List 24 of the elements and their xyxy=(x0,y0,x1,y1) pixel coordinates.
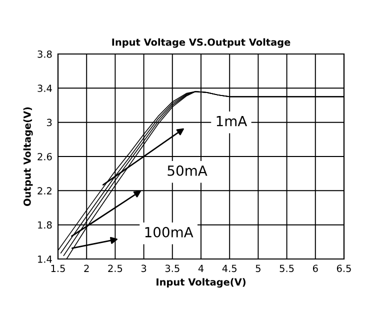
x-tick-label: 2 xyxy=(84,264,89,272)
x-tick-label: 3 xyxy=(141,264,146,272)
x-tick-label: 6 xyxy=(312,264,318,272)
x-tick-label: 3.5 xyxy=(165,264,180,272)
y-axis-title: Output Voltage(V) xyxy=(23,107,33,206)
y-tick-label: 3.4 xyxy=(38,84,52,92)
x-tick-label: 6.5 xyxy=(336,264,351,272)
annotation: 1mA xyxy=(216,116,248,126)
x-tick-label: 2.5 xyxy=(108,264,122,272)
chart-title: Input Voltage VS.Output Voltage xyxy=(112,38,290,48)
annotation: 50mA xyxy=(168,165,208,176)
x-tick-label: 4.5 xyxy=(222,264,236,272)
y-tick-label: 2.6 xyxy=(38,152,52,160)
x-tick-label: 1.5 xyxy=(51,264,65,272)
y-tick-label: 2.2 xyxy=(38,187,52,194)
y-tick-label: 3 xyxy=(47,118,52,126)
x-tick-label: 4 xyxy=(198,264,204,272)
x-axis-title: Input Voltage(V) xyxy=(156,278,246,288)
y-tick-label: 1.4 xyxy=(38,256,52,263)
annotation: 100mA xyxy=(145,226,194,238)
x-tick-label: 5.5 xyxy=(280,264,294,272)
x-tick-label: 5 xyxy=(256,264,260,272)
y-tick-label: 1.8 xyxy=(38,221,52,229)
y-tick-label: 3.8 xyxy=(38,50,52,58)
